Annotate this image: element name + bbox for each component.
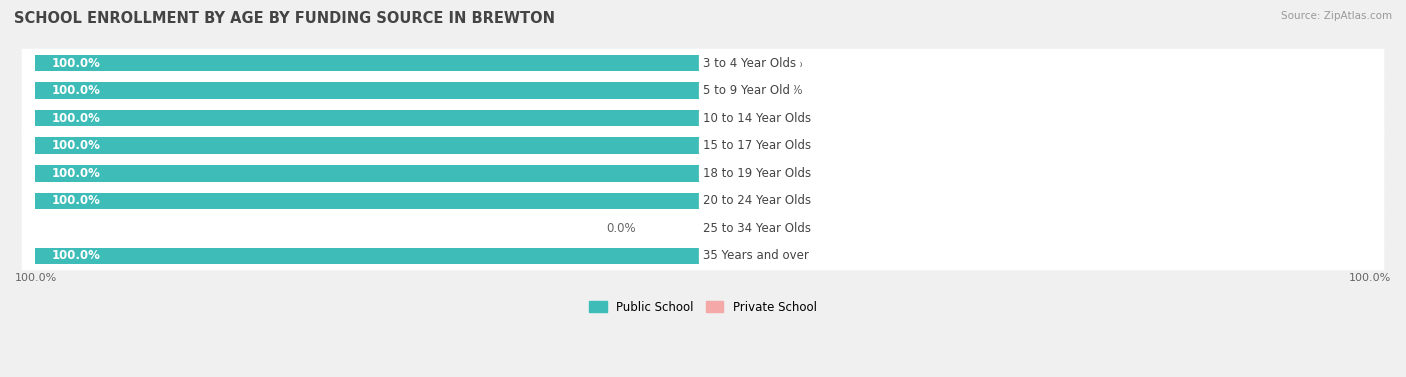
Legend: Public School, Private School: Public School, Private School <box>585 296 821 318</box>
Text: 0.0%: 0.0% <box>773 195 803 207</box>
Bar <box>35 193 703 209</box>
Bar <box>35 138 703 154</box>
Bar <box>717 111 763 125</box>
Bar <box>35 82 703 99</box>
Bar <box>35 55 703 71</box>
Bar <box>35 110 703 126</box>
Text: 15 to 17 Year Olds: 15 to 17 Year Olds <box>703 139 811 152</box>
Text: 100.0%: 100.0% <box>52 84 101 97</box>
Bar <box>717 249 763 263</box>
Bar <box>717 56 763 70</box>
Text: 100.0%: 100.0% <box>52 57 101 70</box>
Bar <box>35 165 703 182</box>
Text: 100.0%: 100.0% <box>52 167 101 180</box>
FancyBboxPatch shape <box>21 132 1385 160</box>
Text: 100.0%: 100.0% <box>52 112 101 125</box>
Bar <box>35 248 703 264</box>
FancyBboxPatch shape <box>21 76 1385 105</box>
Text: 25 to 34 Year Olds: 25 to 34 Year Olds <box>703 222 811 235</box>
Bar <box>717 139 763 153</box>
FancyBboxPatch shape <box>21 214 1385 243</box>
Text: 20 to 24 Year Olds: 20 to 24 Year Olds <box>703 195 811 207</box>
FancyBboxPatch shape <box>21 187 1385 215</box>
Text: 18 to 19 Year Olds: 18 to 19 Year Olds <box>703 167 811 180</box>
FancyBboxPatch shape <box>21 49 1385 77</box>
Text: Source: ZipAtlas.com: Source: ZipAtlas.com <box>1281 11 1392 21</box>
Text: 100.0%: 100.0% <box>52 139 101 152</box>
Text: 0.0%: 0.0% <box>773 57 803 70</box>
Text: 0.0%: 0.0% <box>606 222 636 235</box>
Text: 0.0%: 0.0% <box>773 167 803 180</box>
Text: 0.0%: 0.0% <box>773 112 803 125</box>
Text: 0.0%: 0.0% <box>773 222 803 235</box>
Text: 10 to 14 Year Olds: 10 to 14 Year Olds <box>703 112 811 125</box>
Bar <box>717 84 763 98</box>
Bar <box>717 194 763 208</box>
Text: 100.0%: 100.0% <box>15 273 58 283</box>
FancyBboxPatch shape <box>21 104 1385 132</box>
Text: 0.0%: 0.0% <box>773 84 803 97</box>
FancyBboxPatch shape <box>21 242 1385 270</box>
Text: 0.0%: 0.0% <box>773 139 803 152</box>
Text: 35 Years and over: 35 Years and over <box>703 250 808 262</box>
Text: 0.0%: 0.0% <box>773 250 803 262</box>
FancyBboxPatch shape <box>21 159 1385 188</box>
Text: 100.0%: 100.0% <box>52 195 101 207</box>
Bar <box>717 166 763 180</box>
Text: 5 to 9 Year Old: 5 to 9 Year Old <box>703 84 790 97</box>
Text: SCHOOL ENROLLMENT BY AGE BY FUNDING SOURCE IN BREWTON: SCHOOL ENROLLMENT BY AGE BY FUNDING SOUR… <box>14 11 555 26</box>
Bar <box>717 221 763 236</box>
Text: 100.0%: 100.0% <box>1348 273 1391 283</box>
Text: 3 to 4 Year Olds: 3 to 4 Year Olds <box>703 57 796 70</box>
Text: 100.0%: 100.0% <box>52 250 101 262</box>
